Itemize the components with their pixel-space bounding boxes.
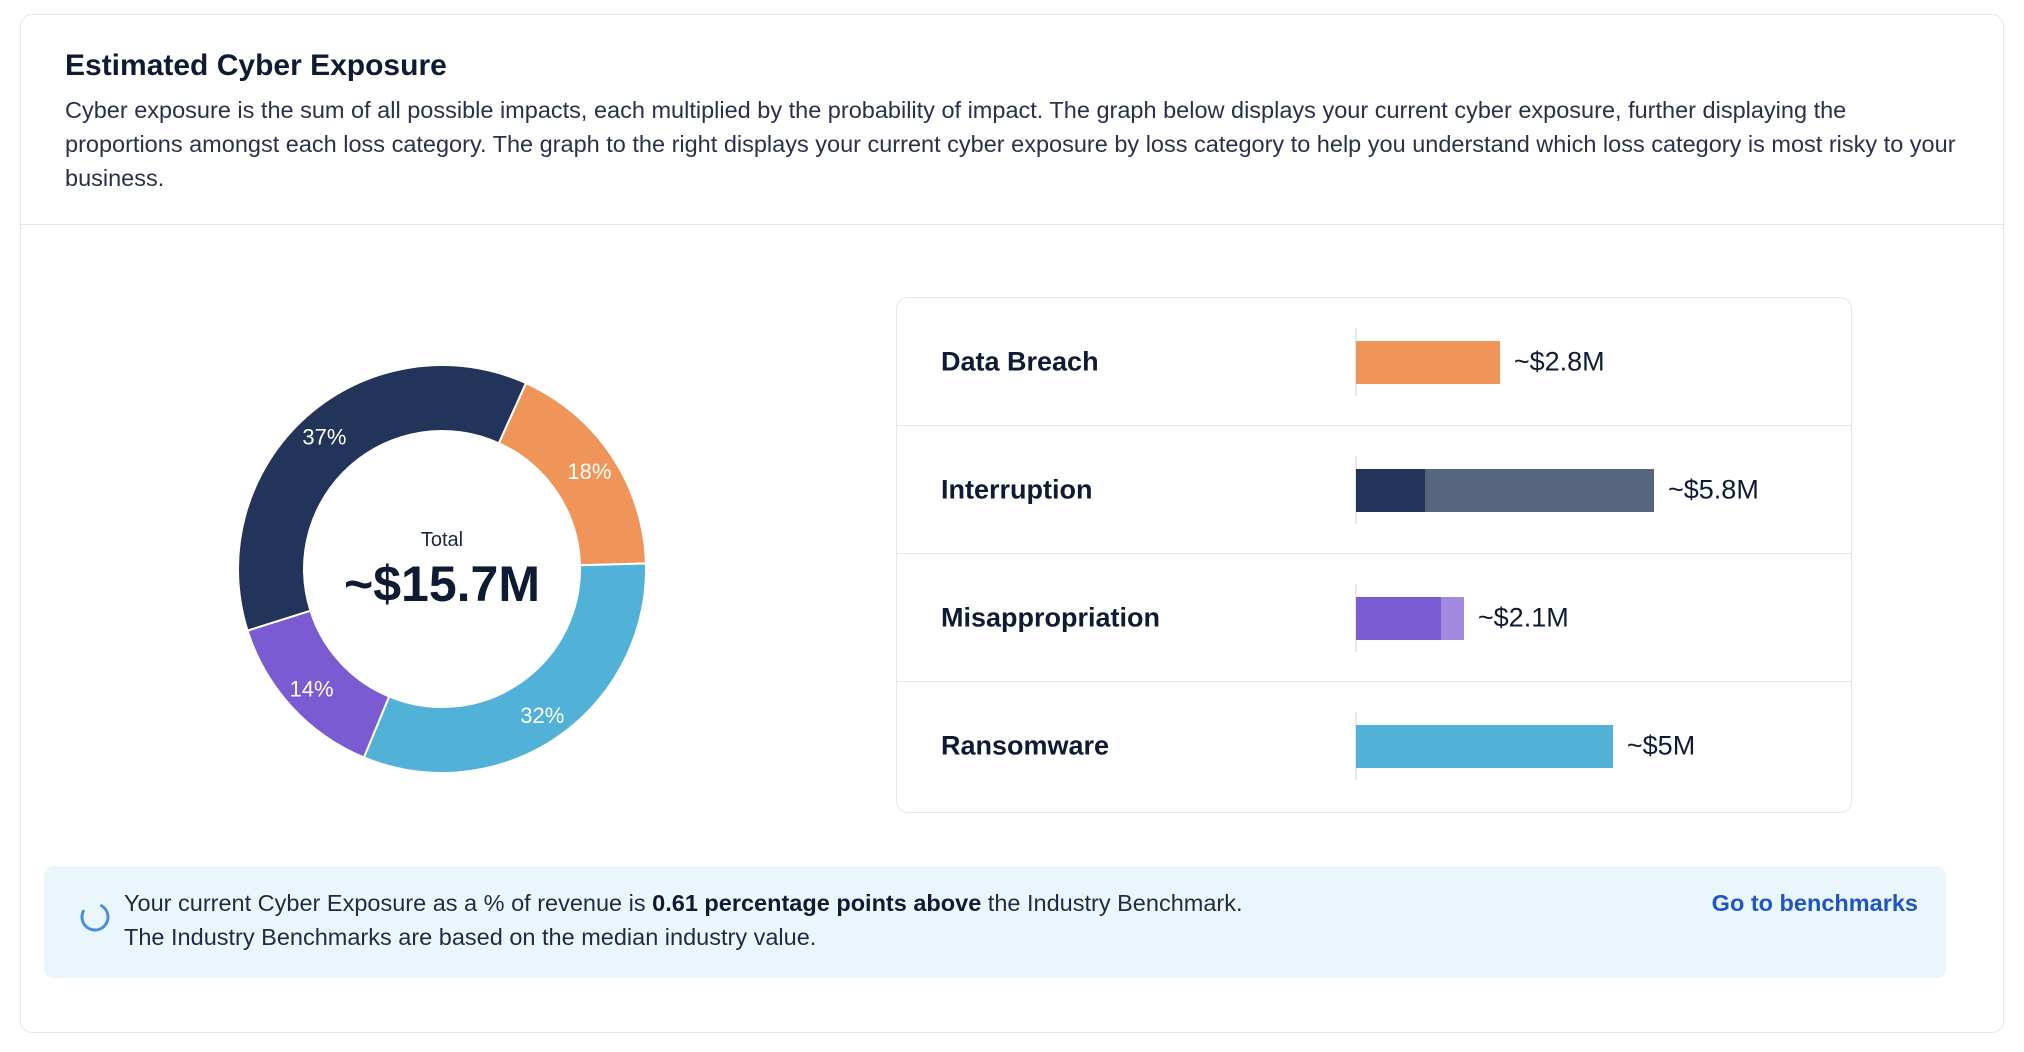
bar-value-label: ~$5M (1626, 730, 1696, 761)
donut-slice-label: 32% (520, 703, 564, 728)
donut-slice-label: 18% (567, 459, 611, 484)
loss-category-bar-chart: Data Breach ~$2.8M Interruption ~$5.8M Misap… (896, 297, 1852, 813)
bar-row-data-breach: Data Breach ~$2.8M (897, 298, 1851, 426)
bar-value-label: ~$2.1M (1477, 602, 1569, 632)
notice-text: Your current Cyber Exposure as a % of re… (124, 886, 1243, 954)
benchmark-notice: Your current Cyber Exposure as a % of re… (44, 866, 1946, 978)
bar-category-label: Interruption (941, 474, 1093, 504)
donut-labels: 18% 32% 14% 37% (290, 425, 612, 728)
bar-segment (1425, 469, 1654, 512)
notice-text-prefix: Your current Cyber Exposure as a % of re… (124, 890, 653, 916)
bar[interactable] (1356, 725, 1613, 768)
bar-segment (1356, 725, 1613, 768)
bar[interactable] (1356, 597, 1464, 640)
bar[interactable] (1356, 341, 1500, 384)
card-description: Cyber exposure is the sum of all possibl… (65, 97, 1956, 191)
card-header: Estimated Cyber Exposure Cyber exposure … (21, 15, 2003, 225)
bar[interactable] (1356, 469, 1654, 512)
donut-slice-label: 37% (302, 425, 346, 450)
loading-circle-icon (80, 902, 110, 932)
donut-slice-label: 14% (290, 677, 334, 702)
card-title: Estimated Cyber Exposure (65, 49, 447, 82)
donut-total-value: ~$15.7M (344, 556, 540, 612)
bar-value-label: ~$2.8M (1513, 346, 1605, 376)
donut-slice-ransomware[interactable] (362, 562, 647, 774)
donut-total-label: Total (421, 529, 463, 551)
bar-category-label: Data Breach (941, 346, 1099, 376)
bar-segment (1356, 597, 1441, 640)
exposure-donut-chart: 18% 32% 14% 37% Total ~$15.7M (237, 364, 647, 774)
bar-row-ransomware: Ransomware ~$5M (897, 682, 1851, 810)
bar-row-interruption: Interruption ~$5.8M (897, 426, 1851, 554)
cyber-exposure-card: Estimated Cyber Exposure Cyber exposure … (20, 14, 2004, 1033)
donut-slice-interruption[interactable] (237, 364, 528, 632)
notice-text-bold: 0.61 percentage points above (652, 890, 982, 916)
bar-segment (1356, 469, 1426, 512)
bar-category-label: Ransomware (941, 730, 1110, 761)
bar-value-label: ~$5.8M (1668, 474, 1759, 504)
go-to-benchmarks-link[interactable]: Go to benchmarks (1711, 890, 1918, 916)
bar-row-misappropriation: Misappropriation ~$2.1M (897, 554, 1851, 682)
bar-segment (1356, 341, 1500, 384)
bar-segment (1440, 597, 1464, 640)
bar-category-label: Misappropriation (941, 602, 1161, 632)
notice-text-line2: The Industry Benchmarks are based on the… (124, 924, 817, 950)
donut-slices (237, 364, 647, 774)
notice-text-suffix: the Industry Benchmark. (981, 890, 1243, 916)
